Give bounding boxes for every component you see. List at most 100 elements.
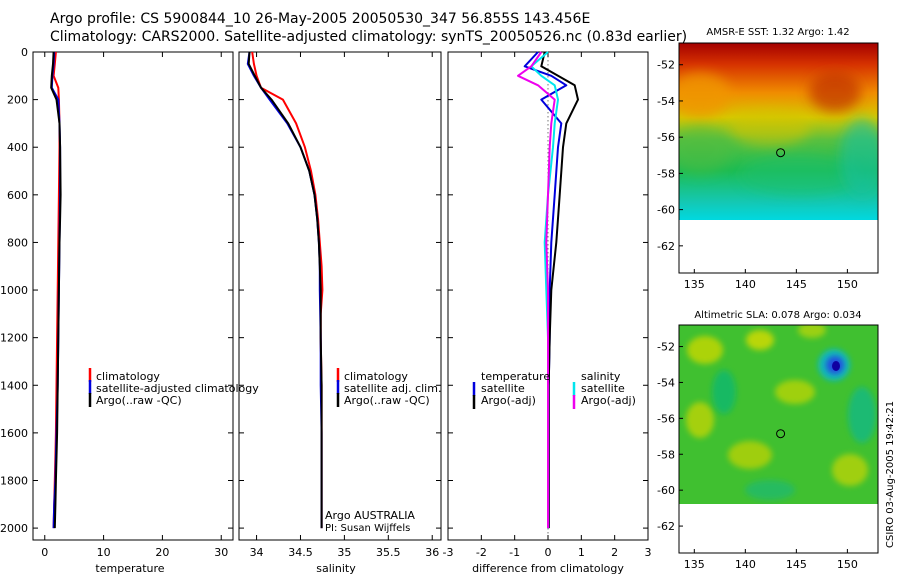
legend-label-sal-satellite: satellite: [581, 382, 625, 395]
y-tick-label: 600: [7, 189, 28, 202]
y-tick-label: 1200: [0, 332, 28, 345]
x-tick-label: 34: [250, 546, 264, 559]
credit-pi: PI: Susan Wijffels: [325, 523, 410, 534]
x-tick-label: 0: [545, 546, 552, 559]
lat-tick-label: -56: [657, 131, 675, 144]
lat-tick-label: -62: [657, 520, 675, 533]
series-line-argo-raw-qc: [247, 51, 323, 529]
x-tick-label: 2: [611, 546, 618, 559]
header-line-1: Argo profile: CS 5900844_10 26-May-2005 …: [50, 11, 591, 27]
legend-label-satellite-adjusted: satellite-adjusted climatology: [96, 382, 259, 395]
lat-tick-label: -58: [657, 167, 675, 180]
lat-tick-label: -52: [657, 341, 675, 354]
sla-latitude-ticks: -52 -54 -56 -58 -60 -62: [657, 341, 683, 533]
legend-label-climatology: climatology: [344, 370, 408, 383]
lon-tick-label: 145: [786, 278, 807, 291]
header-line-2: Climatology: CARS2000. Satellite-adjuste…: [50, 29, 688, 45]
lon-tick-label: 140: [735, 558, 756, 571]
difference-legend: temperature satellite Argo(-adj) salinit…: [472, 370, 636, 409]
csiro-timestamp: CSIRO 03-Aug-2005 19:42:21: [885, 401, 896, 548]
temperature-x-label: temperature: [95, 562, 164, 575]
temperature-plot-frame: [32, 51, 234, 541]
x-tick-label: -1: [509, 546, 520, 559]
y-tick-label: 1000: [0, 284, 28, 297]
credit-program: Argo AUSTRALIA: [325, 509, 415, 522]
legend-label-argo: Argo(..raw -QC): [96, 394, 182, 407]
sla-longitude-ticks: 135 140 145 150: [684, 549, 858, 571]
x-tick-label: 35.5: [376, 546, 401, 559]
sst-map-title: AMSR-E SST: 1.32 Argo: 1.42: [706, 27, 849, 38]
x-tick-label: 0: [41, 546, 48, 559]
lon-tick-label: 145: [786, 558, 807, 571]
salinity-legend: climatology satellite adj. clim. Argo(..…: [336, 368, 441, 407]
legend-label-satellite-adj: satellite adj. clim.: [344, 382, 441, 395]
x-tick-label: 35: [337, 546, 351, 559]
salinity-panel: 34 34.5 35 35.5 36 salinity climatology sate…: [238, 51, 442, 575]
x-tick-label: 34.5: [288, 546, 313, 559]
salinity-lines: [246, 51, 324, 529]
difference-x-ticks: -3 -2 -1 0 1 2 3: [443, 52, 652, 559]
x-tick-label: 36: [425, 546, 439, 559]
y-tick-label: 400: [7, 141, 28, 154]
difference-panel: -3 -2 -1 0 1 2 3 difference from climatology t…: [443, 51, 652, 575]
lat-tick-label: -58: [657, 448, 675, 461]
legend-label-sal-argo: Argo(-adj): [581, 394, 636, 407]
series-line-argo-raw-qc: [50, 51, 62, 529]
legend-label-argo: Argo(..raw -QC): [344, 394, 430, 407]
x-tick-label: 1: [578, 546, 585, 559]
y-tick-label: 2000: [0, 522, 28, 535]
temperature-panel: 0 10 20 30 0 200 400 600 800 1000 1200 1400 1600 180…: [0, 46, 259, 575]
difference-lines: [517, 51, 579, 529]
salinity-x-label: salinity: [316, 562, 356, 575]
sla-heatmap-field: [679, 325, 878, 504]
sst-map-panel: AMSR-E SST: 1.32 Argo: 1.42 135 140 145 150…: [657, 27, 879, 291]
temperature-legend: climatology satellite-adjusted climatolo…: [88, 368, 259, 407]
lon-tick-label: 150: [837, 278, 858, 291]
x-tick-label: 30: [214, 546, 228, 559]
argo-float-position-marker: [776, 429, 786, 439]
difference-x-label: difference from climatology: [472, 562, 624, 575]
lat-tick-label: -54: [657, 376, 675, 389]
y-tick-label: 1800: [0, 474, 28, 487]
series-line-salinity-argo-adj: [517, 51, 556, 529]
sla-map-panel: Altimetric SLA: 0.078 Argo: 0.034 135 140…: [657, 310, 879, 571]
difference-y-ticks: [448, 51, 648, 529]
legend-label-climatology: climatology: [96, 370, 160, 383]
sst-map-frame: [678, 42, 879, 274]
y-tick-label: 1400: [0, 379, 28, 392]
lon-tick-label: 135: [684, 278, 705, 291]
temperature-x-ticks: 0 10 20 30: [41, 52, 228, 559]
legend-title-salinity: salinity: [581, 370, 621, 383]
lat-tick-label: -62: [657, 240, 675, 253]
legend-label-temp-satellite: satellite: [481, 382, 525, 395]
salinity-x-ticks: 34 34.5 35 35.5 36: [250, 52, 439, 559]
sla-map-frame: [678, 324, 879, 554]
legend-label-temp-argo: Argo(-adj): [481, 394, 536, 407]
argo-float-position-marker: [776, 148, 786, 158]
lat-tick-label: -60: [657, 484, 675, 497]
y-tick-label: 0: [21, 46, 28, 59]
sst-heatmap-field: [679, 43, 878, 220]
lon-tick-label: 150: [837, 558, 858, 571]
y-tick-label: 1600: [0, 427, 28, 440]
x-tick-label: -2: [476, 546, 487, 559]
lon-tick-label: 140: [735, 278, 756, 291]
lat-tick-label: -52: [657, 59, 675, 72]
lon-tick-label: 135: [684, 558, 705, 571]
legend-title-temperature: temperature: [481, 370, 550, 383]
sst-latitude-ticks: -52 -54 -56 -58 -60 -62: [657, 59, 683, 253]
y-tick-label: 200: [7, 94, 28, 107]
x-tick-label: 3: [645, 546, 652, 559]
salinity-y-ticks: [239, 51, 441, 529]
series-line-satellite-adj-clim: [246, 51, 323, 529]
x-tick-label: 10: [97, 546, 111, 559]
salinity-plot-frame: [238, 51, 442, 541]
x-tick-label: -3: [443, 546, 454, 559]
sst-longitude-ticks: 135 140 145 150: [684, 269, 858, 291]
temperature-lines: [50, 51, 62, 529]
depth-y-ticks: 0 200 400 600 800 1000 1200 1400 1600 1800 2000: [0, 46, 233, 535]
lat-tick-label: -54: [657, 95, 675, 108]
series-line-salinity-satellite: [530, 51, 559, 529]
sla-map-title: Altimetric SLA: 0.078 Argo: 0.034: [694, 310, 861, 321]
